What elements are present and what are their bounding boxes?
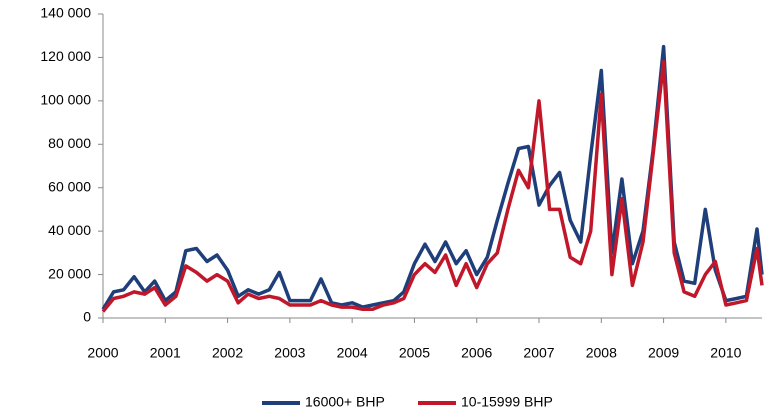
x-tick-label: 2009 [648, 345, 679, 361]
y-tick-label: 120 000 [40, 48, 91, 64]
x-tick-label: 2010 [710, 345, 741, 361]
x-tick-label: 2003 [274, 345, 305, 361]
x-tick-label: 2005 [399, 345, 430, 361]
x-tick-label: 2002 [212, 345, 243, 361]
x-tick-label: 2006 [461, 345, 492, 361]
legend-label: 10-15999 BHP [461, 394, 553, 410]
x-tick-label: 2001 [150, 345, 181, 361]
legend-label: 16000+ BHP [305, 394, 385, 410]
y-tick-label: 100 000 [40, 92, 91, 108]
y-tick-label: 20 000 [48, 265, 91, 281]
x-tick-label: 2008 [586, 345, 617, 361]
y-tick-label: 40 000 [48, 222, 91, 238]
series-line [101, 60, 764, 313]
y-tick-label: 60 000 [48, 178, 91, 194]
x-tick-label: 2007 [523, 345, 554, 361]
y-tick-label: 0 [83, 309, 91, 325]
x-tick-label: 2000 [87, 345, 118, 361]
y-tick-label: 140 000 [40, 5, 91, 21]
x-tick-label: 2004 [337, 345, 368, 361]
y-tick-label: 80 000 [48, 135, 91, 151]
